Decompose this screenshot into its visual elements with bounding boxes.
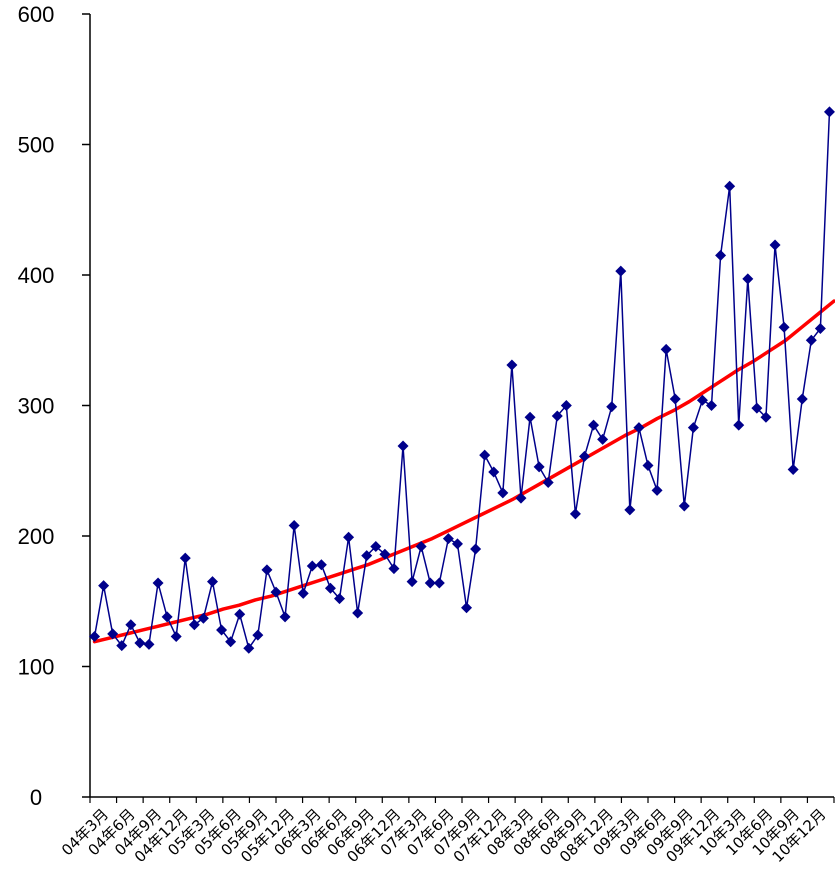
data-point xyxy=(578,450,590,462)
x-axis: 04年3月04年6月04年9月04年12月05年3月05年6月05年9月05年1… xyxy=(58,796,835,866)
data-point xyxy=(569,508,581,520)
data-point xyxy=(234,608,246,620)
data-point xyxy=(116,640,128,652)
data-point xyxy=(470,543,482,555)
data-point xyxy=(306,560,318,572)
data-point xyxy=(442,533,454,545)
y-tick-label: 0 xyxy=(30,785,42,810)
data-point xyxy=(515,492,527,504)
data-point xyxy=(533,461,545,473)
data-point xyxy=(89,630,101,642)
data-point xyxy=(433,577,445,589)
data-point xyxy=(769,239,781,251)
data-point xyxy=(488,466,500,478)
data-point xyxy=(542,476,554,488)
data-point xyxy=(651,484,663,496)
data-point xyxy=(170,630,182,642)
data-point xyxy=(406,576,418,588)
y-tick-label: 300 xyxy=(18,394,55,419)
data-point xyxy=(823,106,835,118)
data-point xyxy=(588,419,600,431)
data-point xyxy=(197,612,209,624)
data-point xyxy=(687,422,699,434)
data-point xyxy=(497,487,509,499)
data-point xyxy=(624,504,636,516)
data-point xyxy=(143,638,155,650)
data-point xyxy=(597,433,609,445)
data-point xyxy=(760,411,772,423)
data-point xyxy=(742,273,754,285)
data-point xyxy=(451,538,463,550)
data-point xyxy=(424,577,436,589)
data-point xyxy=(161,611,173,623)
data-point xyxy=(678,500,690,512)
data-point xyxy=(343,531,355,543)
data-point xyxy=(188,619,200,631)
data-point xyxy=(361,550,373,562)
data-point xyxy=(724,180,736,192)
data-point xyxy=(270,586,282,598)
data-point xyxy=(787,463,799,475)
data-point xyxy=(397,440,409,452)
y-tick-label: 100 xyxy=(18,655,55,680)
data-point xyxy=(751,402,763,414)
data-series-line xyxy=(93,111,831,650)
data-point xyxy=(461,602,473,614)
data-point xyxy=(805,334,817,346)
y-tick-label: 400 xyxy=(18,263,55,288)
data-point xyxy=(524,411,536,423)
data-point xyxy=(297,587,309,599)
data-point xyxy=(243,642,255,654)
data-point xyxy=(560,400,572,411)
data-point xyxy=(706,400,718,411)
data-point xyxy=(324,582,336,594)
data-series xyxy=(89,106,835,654)
data-point xyxy=(778,321,790,333)
data-point xyxy=(279,611,291,623)
data-point xyxy=(506,359,518,371)
data-point xyxy=(315,559,327,571)
data-point xyxy=(479,449,491,461)
data-point xyxy=(288,520,300,532)
data-point xyxy=(134,637,146,649)
data-point xyxy=(98,580,110,592)
data-point xyxy=(107,628,119,640)
data-point xyxy=(252,629,264,641)
data-point xyxy=(370,540,382,552)
data-point xyxy=(179,552,191,564)
data-point xyxy=(388,563,400,575)
y-tick-label: 600 xyxy=(18,2,55,27)
data-point xyxy=(216,624,228,636)
data-point xyxy=(642,460,654,472)
data-point xyxy=(669,393,681,405)
data-point xyxy=(660,343,672,355)
data-point xyxy=(633,422,645,434)
data-point xyxy=(796,393,808,405)
data-point xyxy=(715,249,727,261)
y-tick-label: 500 xyxy=(18,133,55,158)
data-point xyxy=(415,540,427,552)
data-point xyxy=(733,419,745,431)
data-point xyxy=(606,401,618,413)
data-point xyxy=(814,323,826,335)
data-point xyxy=(379,548,391,560)
y-tick-label: 200 xyxy=(18,524,55,549)
data-point xyxy=(261,564,273,576)
data-point xyxy=(696,394,708,406)
data-point xyxy=(352,607,364,619)
data-point xyxy=(225,636,237,648)
data-point xyxy=(206,576,218,588)
y-axis: 0 100 200 300 400 500 600 xyxy=(18,2,91,810)
data-point xyxy=(615,265,627,277)
data-point xyxy=(152,577,164,589)
data-point xyxy=(125,619,137,631)
data-point xyxy=(551,410,563,422)
data-point xyxy=(334,593,346,605)
